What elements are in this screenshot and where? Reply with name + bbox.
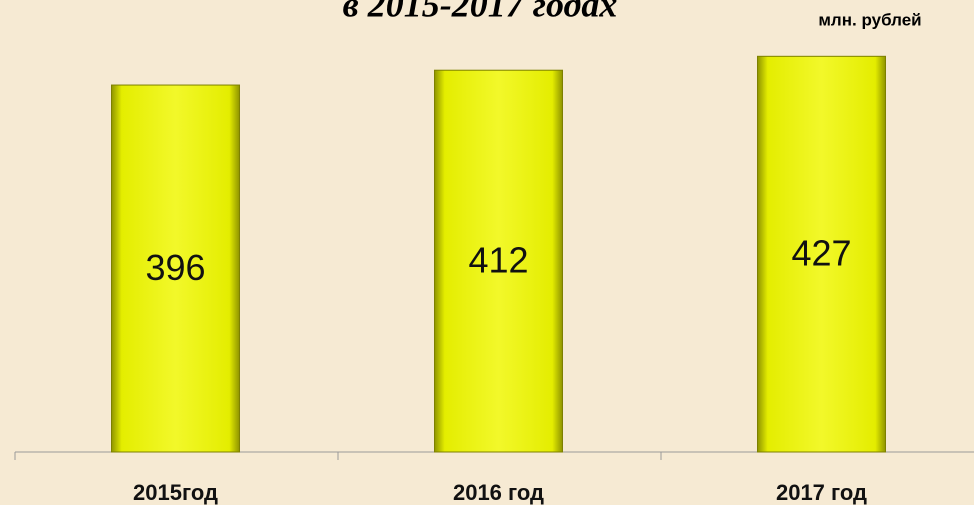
- x-tick-label: 2015год: [133, 480, 218, 505]
- bar: [434, 69, 563, 453]
- x-tick-label: 2016 год: [453, 480, 544, 505]
- chart-title: в 2015-2017 годах: [343, 0, 618, 24]
- value-label: 396: [145, 247, 205, 288]
- bar: [111, 84, 240, 453]
- value-label: 412: [468, 240, 528, 281]
- value-label: 427: [791, 233, 851, 274]
- x-tick-label: 2017 год: [776, 480, 867, 505]
- bar: [757, 55, 886, 453]
- unit-label: млн. рублей: [818, 10, 921, 29]
